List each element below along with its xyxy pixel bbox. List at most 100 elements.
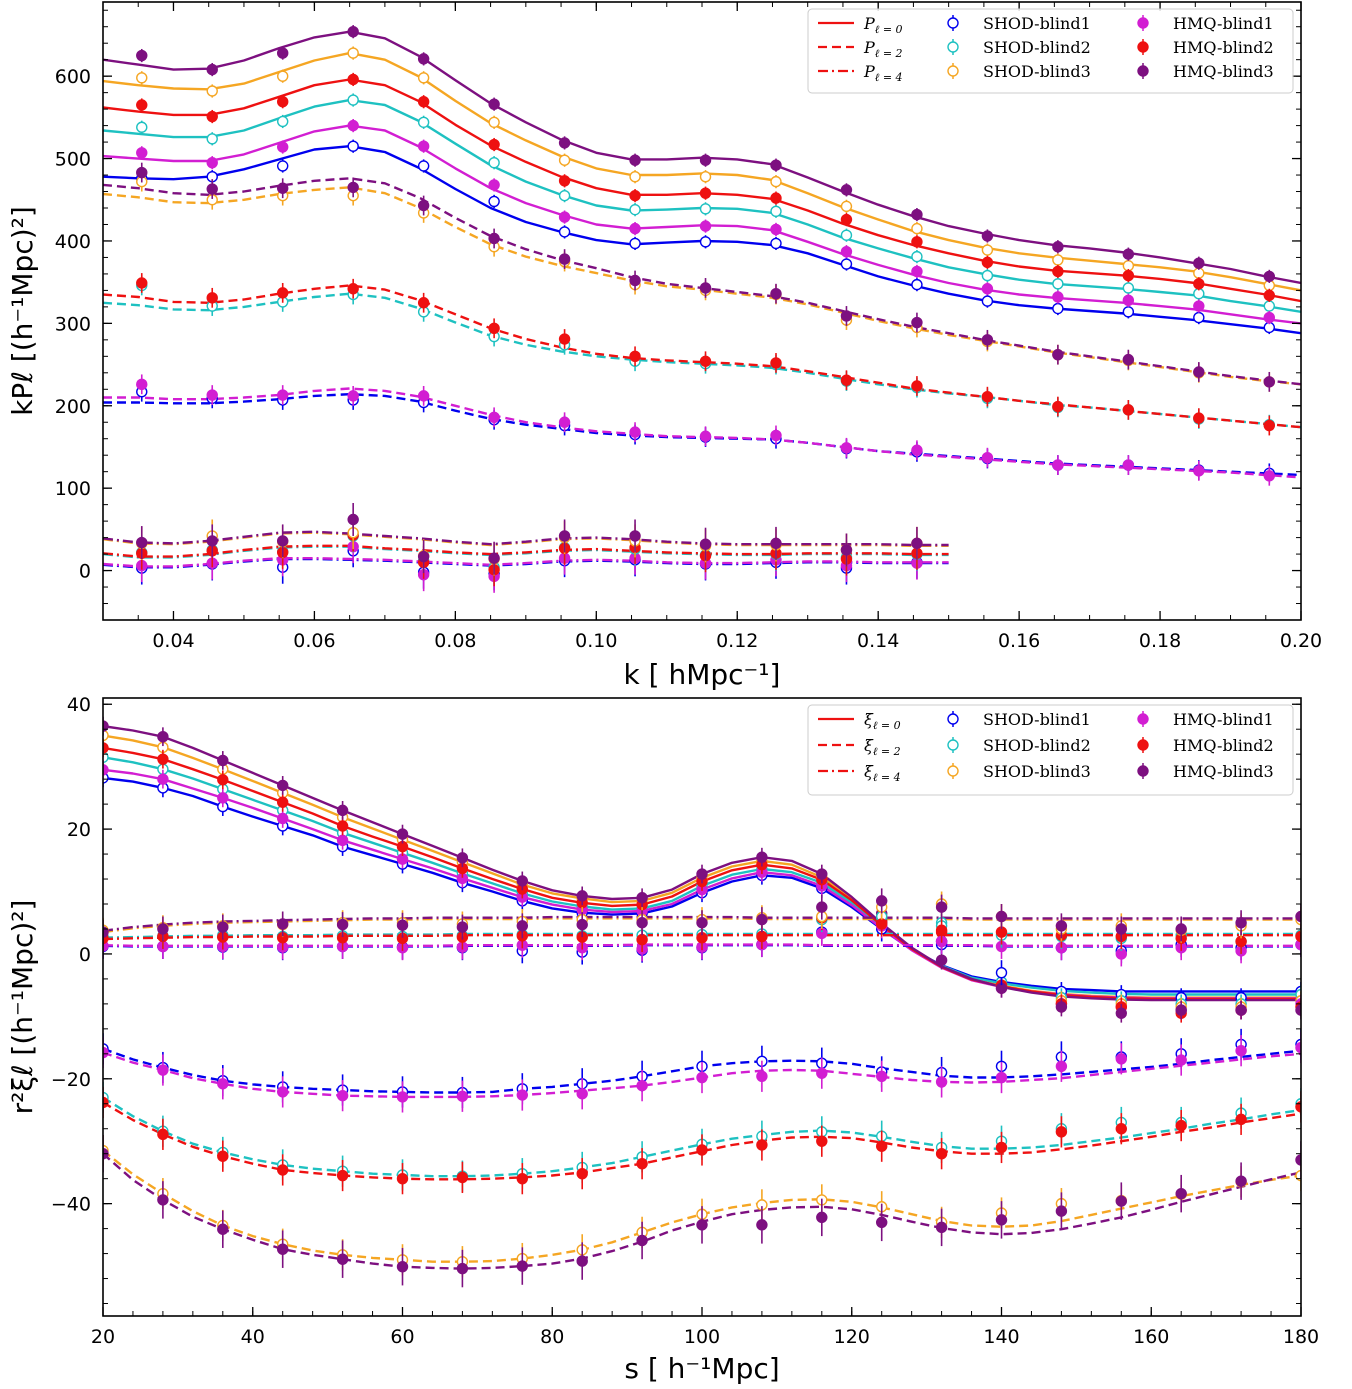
data-point: [1295, 1154, 1301, 1166]
data-point: [516, 1172, 528, 1185]
data-point: [417, 297, 430, 309]
data-point: [770, 287, 782, 300]
data-point: [696, 917, 708, 929]
data-point: [1115, 1195, 1128, 1207]
x-tick-label: 0.04: [152, 630, 194, 652]
data-point: [816, 1211, 828, 1224]
data-point: [1295, 1169, 1301, 1182]
y-tick-label: 100: [55, 478, 91, 500]
data-point: [911, 236, 923, 248]
data-point: [396, 1172, 409, 1185]
legend-marker: [947, 713, 959, 725]
data-point: [1115, 923, 1128, 935]
data-point: [981, 295, 994, 307]
data-point: [417, 550, 430, 563]
data-point: [136, 147, 148, 159]
data-point: [1175, 1119, 1187, 1132]
data-point: [157, 1064, 169, 1076]
model-line-HMQ-blind2-l2: [103, 1101, 1301, 1181]
data-point: [840, 258, 853, 270]
data-point: [699, 538, 712, 550]
data-point: [206, 389, 218, 401]
data-point: [558, 333, 571, 345]
points-SHOD-blind1-l0: [136, 139, 1275, 335]
data-point: [103, 926, 109, 938]
data-point: [456, 1262, 469, 1275]
data-point: [1052, 459, 1064, 471]
data-point: [699, 170, 712, 183]
data-point: [1193, 465, 1205, 477]
data-point: [696, 1219, 708, 1231]
data-point: [576, 918, 588, 931]
data-point: [770, 223, 782, 236]
data-point: [981, 451, 994, 464]
x-tick-label: 100: [684, 1326, 720, 1348]
points-HMQ-blind1-l0: [136, 119, 1275, 325]
data-point: [136, 277, 148, 289]
data-point: [516, 1260, 528, 1272]
data-point: [558, 226, 571, 238]
data-point: [277, 115, 289, 128]
data-point: [756, 930, 768, 943]
data-point: [576, 890, 588, 902]
data-point: [699, 236, 712, 248]
data-point: [696, 1071, 708, 1084]
data-point: [136, 99, 148, 111]
data-point: [1193, 311, 1205, 324]
data-point: [1122, 404, 1135, 416]
legend-box: [807, 704, 1294, 796]
data-point: [1193, 257, 1205, 269]
points-HMQ-blind3-l0: [136, 25, 1275, 283]
data-point: [770, 357, 782, 369]
data-point: [206, 156, 218, 169]
data-point: [417, 96, 430, 108]
data-point: [488, 138, 500, 151]
data-point: [558, 175, 571, 187]
x-tick-label: 0.06: [293, 630, 335, 652]
legend-marker: [1137, 17, 1149, 29]
x-tick-label: 140: [983, 1326, 1019, 1348]
data-point: [336, 1169, 349, 1182]
data-point: [396, 919, 409, 931]
points-HMQ-blind3-l4: [136, 502, 923, 575]
data-point: [103, 742, 109, 754]
data-point: [488, 156, 500, 169]
data-point: [347, 119, 359, 132]
data-point: [488, 195, 500, 208]
data-point: [935, 1147, 948, 1160]
data-point: [756, 1219, 768, 1231]
legend-marker: [1137, 765, 1149, 777]
legend: ξℓ = 0ξℓ = 2ξℓ = 4SHOD-blind1SHOD-blind2…: [807, 704, 1294, 796]
points-HMQ-blind2-l0: [136, 72, 1275, 302]
data-point: [840, 245, 853, 258]
data-point: [1052, 278, 1064, 290]
data-point: [136, 49, 148, 62]
x-tick-label: 0.18: [1139, 630, 1181, 652]
y-tick-label: 20: [67, 819, 91, 841]
points-HMQ-blind3-l0: [103, 716, 1301, 1023]
data-point: [756, 913, 768, 926]
data-point: [1175, 923, 1187, 935]
legend-marker-label: HMQ-blind3: [1173, 762, 1274, 781]
data-point: [840, 374, 853, 386]
x-axis: 0.04 0.06 0.08 0.10 0.12 0.14 0.16 0.18 0.20: [102, 2, 1322, 652]
y-tick-label: 400: [55, 231, 91, 253]
legend: Pℓ = 0Pℓ = 2Pℓ = 4SHOD-blind1SHOD-blind2…: [807, 8, 1294, 94]
data-point: [1193, 366, 1205, 378]
data-point: [981, 269, 994, 282]
y-axis-label: r²ξℓ [(h⁻¹Mpc)²]: [6, 900, 39, 1115]
data-point: [696, 868, 708, 880]
y-tick-label: 600: [55, 66, 91, 88]
data-point: [911, 380, 923, 392]
data-point: [699, 355, 712, 367]
x-axis: 20 40 60 80 100 120 140 160 180: [91, 1307, 1319, 1348]
points-HMQ-blind3-l4: [103, 888, 1301, 945]
data-point: [1193, 278, 1205, 290]
data-point: [981, 256, 994, 269]
data-point: [1055, 1060, 1068, 1073]
data-point: [770, 175, 782, 188]
data-point: [516, 1089, 528, 1101]
x-tick-label: 0.10: [575, 630, 617, 652]
data-point: [981, 230, 994, 242]
